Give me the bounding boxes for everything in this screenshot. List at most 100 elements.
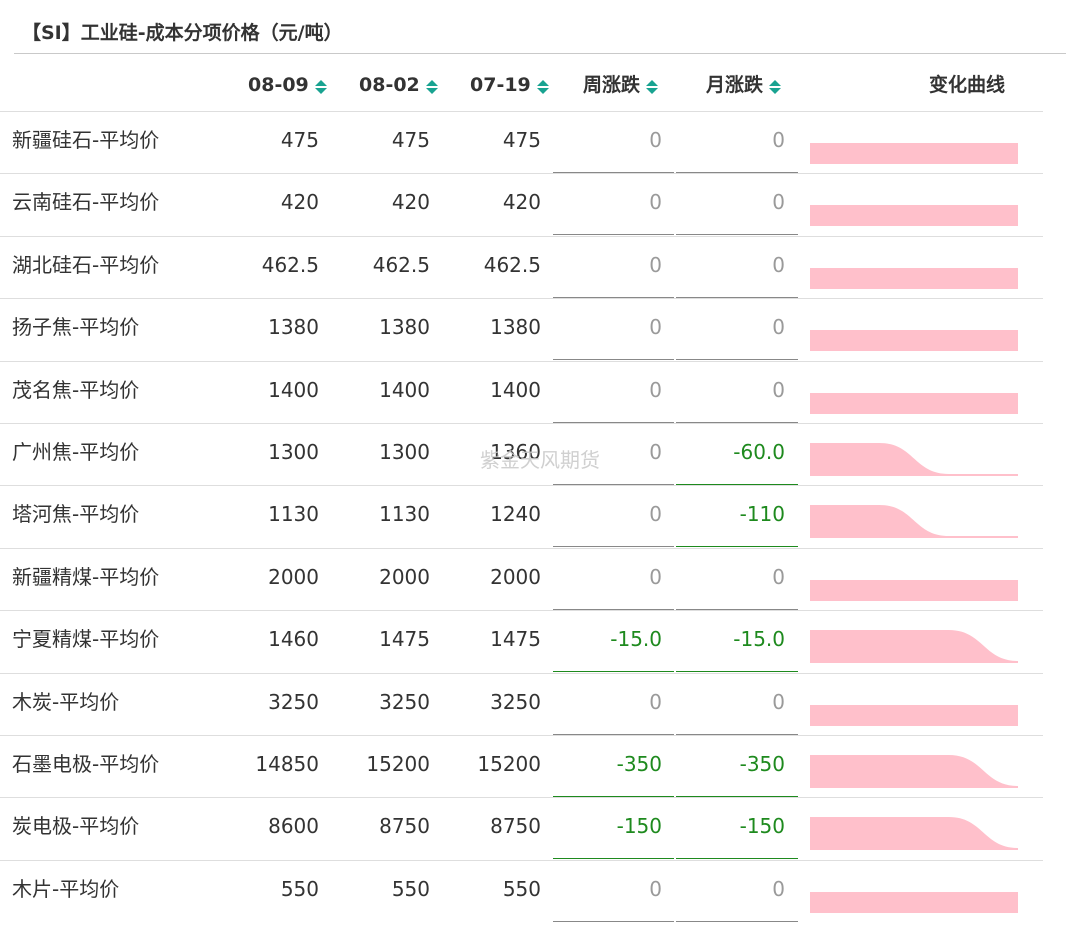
sparkline-area: [810, 205, 1018, 227]
price-date-1: 1460: [268, 627, 319, 652]
weekly-change-underline: [553, 920, 674, 922]
table-row: 木片-平均价 550 550 550 0 0: [0, 859, 1043, 922]
item-name: 石墨电极-平均价: [12, 752, 160, 776]
trend-sparkline: [810, 143, 1018, 164]
table-title: 【SI】工业硅-成本分项价格（元/吨）: [22, 22, 343, 44]
price-date-3: 462.5: [483, 252, 541, 277]
monthly-change-underline: [676, 920, 798, 922]
header-date-1[interactable]: 08-09: [248, 70, 327, 100]
price-date-2: 1130: [379, 502, 430, 527]
item-name: 茂名焦-平均价: [12, 377, 140, 402]
item-name: 宁夏精煤-平均价: [12, 627, 160, 652]
sparkline-area: [810, 817, 1018, 851]
trend-sparkline: [810, 579, 1018, 601]
header-trend: 变化曲线: [929, 70, 1005, 100]
weekly-change: 0: [649, 689, 662, 714]
price-date-2: 8750: [379, 814, 430, 839]
header-monthly-change[interactable]: 月涨跌: [706, 70, 782, 100]
item-name: 炭电极-平均价: [12, 814, 140, 839]
title-divider: [14, 53, 1066, 54]
monthly-change-underline: [676, 608, 798, 610]
price-date-1: 420: [280, 190, 319, 215]
monthly-change-underline: [676, 172, 798, 173]
row-divider: [0, 485, 1043, 487]
table-row: 广州焦-平均价 1300 1300 1360 0 -60.0: [0, 423, 1043, 485]
price-date-3: 3250: [490, 689, 541, 714]
header-date-3[interactable]: 07-19: [470, 70, 549, 100]
weekly-change: 0: [649, 315, 662, 340]
monthly-change-underline: [676, 671, 798, 673]
sort-icon[interactable]: [769, 77, 782, 95]
sparkline-area: [810, 267, 1018, 289]
price-date-1: 1130: [268, 502, 319, 527]
item-name: 扬子焦-平均价: [12, 315, 140, 340]
price-date-1: 8600: [268, 814, 319, 839]
trend-sparkline: [810, 205, 1018, 227]
price-date-1: 2000: [268, 564, 319, 589]
sparkline-area: [810, 704, 1018, 726]
price-date-2: 1300: [379, 440, 430, 464]
header-trend-label: 变化曲线: [929, 74, 1006, 96]
trend-sparkline: [810, 392, 1018, 414]
sparkline-area: [810, 392, 1018, 414]
monthly-change: 0: [772, 315, 785, 340]
item-name: 木炭-平均价: [12, 689, 120, 714]
item-name: 新疆硅石-平均价: [12, 128, 160, 152]
monthly-change-underline: [676, 234, 798, 236]
price-date-3: 1400: [490, 377, 541, 402]
price-date-3: 550: [502, 876, 541, 901]
weekly-change-underline: [553, 858, 674, 860]
weekly-change: 0: [649, 252, 662, 277]
sort-icon[interactable]: [425, 77, 438, 95]
monthly-change: 0: [772, 252, 785, 277]
price-date-2: 15200: [366, 752, 430, 776]
weekly-change-underline: [553, 172, 674, 173]
row-divider: [0, 423, 1043, 424]
monthly-change: 0: [772, 128, 785, 152]
trend-sparkline: [810, 755, 1018, 788]
sort-icon[interactable]: [314, 77, 327, 95]
table-row: 云南硅石-平均价 420 420 420 0 0: [0, 173, 1043, 236]
price-date-1: 14850: [255, 752, 319, 776]
sparkline-area: [810, 891, 1018, 913]
row-divider: [0, 735, 1043, 736]
weekly-change: 0: [649, 440, 662, 464]
monthly-change: -150: [739, 814, 785, 839]
trend-sparkline: [810, 817, 1018, 851]
monthly-change-underline: [676, 296, 798, 298]
trend-sparkline: [810, 330, 1018, 352]
weekly-change-underline: [553, 359, 674, 361]
table-row: 木炭-平均价 3250 3250 3250 0 0: [0, 672, 1043, 735]
price-date-3: 475: [502, 128, 541, 152]
sort-icon[interactable]: [646, 77, 659, 95]
weekly-change-underline: [553, 421, 674, 423]
price-date-3: 2000: [490, 564, 541, 589]
table-row: 新疆硅石-平均价 475 475 475 0 0: [0, 111, 1043, 173]
header-date-2-label: 08-02: [359, 74, 420, 96]
row-divider: [0, 797, 1043, 799]
watermark: 紫金天风期货: [480, 448, 600, 472]
weekly-change: -150: [616, 814, 662, 839]
item-name: 湖北硅石-平均价: [12, 252, 160, 277]
weekly-change: -15.0: [610, 627, 662, 652]
monthly-change-underline: [676, 421, 798, 423]
weekly-change: -350: [616, 752, 662, 776]
price-date-1: 1300: [268, 440, 319, 464]
row-divider: [0, 235, 1043, 237]
header-date-2[interactable]: 08-02: [359, 70, 438, 100]
price-date-3: 1240: [490, 502, 541, 527]
table-row: 茂名焦-平均价 1400 1400 1400 0 0: [0, 360, 1043, 423]
table-row: 塔河焦-平均价 1130 1130 1240 0 -110: [0, 485, 1043, 548]
header-weekly-change[interactable]: 周涨跌: [583, 70, 659, 100]
trend-sparkline: [810, 443, 1018, 476]
price-date-3: 8750: [490, 814, 541, 839]
sort-icon[interactable]: [536, 77, 549, 95]
price-date-2: 475: [391, 128, 430, 152]
monthly-change-underline: [676, 796, 798, 797]
weekly-change: 0: [649, 564, 662, 589]
trend-sparkline: [810, 267, 1018, 289]
monthly-change: 0: [772, 564, 785, 589]
price-date-1: 462.5: [261, 252, 319, 277]
row-divider: [0, 547, 1043, 549]
price-date-2: 1380: [379, 315, 430, 340]
